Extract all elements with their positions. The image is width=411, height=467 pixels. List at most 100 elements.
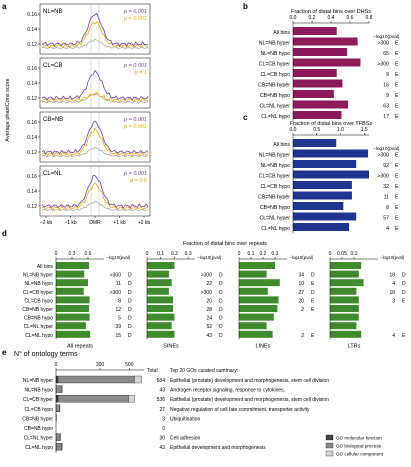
bar-pvalue: 24: [206, 316, 212, 322]
data-bar: [56, 279, 88, 287]
data-bar: [56, 262, 90, 269]
data-bar: [293, 90, 334, 98]
bar-category-label: CB=NB hyper: [22, 307, 53, 313]
bar-pvalue: >300: [377, 153, 389, 159]
ytick-label: 0.12: [27, 150, 37, 156]
xtick-label: −1 kb: [64, 220, 77, 226]
xtick-label: 0: [238, 251, 241, 257]
bar-direction: E: [311, 307, 315, 313]
stacked-bar-segment: [55, 433, 61, 441]
bar-pvalue: 9: [386, 72, 389, 78]
total-value: 43: [159, 445, 165, 451]
data-bar: [147, 270, 169, 278]
panel-letter-e: e: [2, 348, 7, 357]
legend-label: GO molecular function: [336, 436, 382, 441]
bar-category-label: CL=NL hyper: [259, 104, 290, 110]
bar-direction: D: [219, 316, 223, 322]
bar-chart-title: Fraction of distal bins over repeats: [183, 241, 267, 247]
bar-category-label: NL=NB hyper: [259, 41, 291, 47]
data-bar: [330, 322, 357, 330]
profile-pvalue: p = 0.6: [129, 178, 148, 184]
legend-swatch: [325, 442, 334, 449]
bar-pvalue: >300: [201, 273, 212, 279]
bar-category-label: CB=NB hyper: [258, 195, 290, 201]
xtick-label: +2 kb: [138, 220, 151, 226]
stacked-bar-segment: [57, 375, 135, 384]
xtick-label: 0.2: [171, 251, 178, 257]
total-value: 3: [162, 416, 165, 422]
data-bar: [293, 37, 358, 46]
ytick-label: 0.12: [27, 96, 37, 102]
data-bar: [56, 330, 91, 338]
profile-curve-hypo: [41, 127, 149, 157]
xtick-label: DMR: [89, 220, 101, 226]
bar-direction: E: [395, 62, 399, 68]
data-bar: [293, 48, 348, 56]
bar-pvalue: 32: [383, 184, 389, 190]
repeat-panel-label: SINEs: [163, 343, 179, 349]
ontology-title: N° of ontology terms: [14, 350, 78, 358]
stacked-bar-segment: [57, 395, 129, 403]
bar-category-label: CL=CB hyper: [23, 397, 53, 403]
bar-category-label: NL=NB hypo: [25, 281, 54, 287]
profile-curve-all: [41, 38, 149, 50]
go-summary: Negative regulation of cell fate commitm…: [170, 407, 310, 413]
legend-label: GO biological process: [336, 444, 382, 449]
data-bar: [330, 270, 359, 278]
total-column-header: Total: [147, 368, 158, 374]
data-bar: [293, 202, 344, 210]
panel-letter-d: d: [2, 229, 7, 238]
pval-column-header: −log10(pval): [289, 255, 314, 260]
bar-direction: E: [395, 72, 399, 78]
profile-curve-hyper: [41, 175, 149, 209]
bar-pvalue: 92: [383, 163, 389, 169]
profile-pvalue: p = 0.001: [123, 171, 147, 177]
bar-direction: E: [395, 163, 399, 169]
bar-direction: D: [219, 307, 223, 313]
xtick-label: 0.1: [157, 251, 164, 257]
bar-pvalue: >300: [377, 62, 389, 68]
xtick-label: 0.1: [248, 251, 255, 257]
xtick-label: 0.2: [260, 251, 267, 257]
pval-column-header: −log10(pval): [197, 255, 222, 260]
pval-column-header: −log10(pval): [106, 255, 131, 260]
stacked-bar-segment: [55, 404, 60, 412]
bar-direction: E: [395, 51, 399, 57]
xtick-label: 0.5: [313, 127, 320, 133]
bar-direction: D: [128, 290, 132, 296]
data-bar: [293, 149, 369, 158]
bar-pvalue: 12: [115, 307, 121, 313]
summary-column-header: Top 20 GOs curated summary:: [170, 368, 238, 374]
bar-direction: E: [311, 298, 315, 304]
bar-category-label: CL=NL hypo: [25, 333, 53, 339]
xtick-label: 0.8: [366, 15, 373, 21]
ytick-label: 0.14: [27, 189, 37, 195]
data-bar: [147, 279, 172, 287]
bar-direction: E: [402, 333, 406, 339]
bar-category-label: CL=CB hypo: [25, 298, 54, 304]
xtick-label: 500: [125, 362, 134, 368]
bar-pvalue: >300: [377, 41, 389, 47]
data-bar: [56, 313, 90, 321]
bar-category-label: CL=CB hyper: [23, 290, 53, 296]
profile-curve-hypo: [41, 182, 149, 212]
bar-direction: E: [395, 104, 399, 110]
profile-pvalue: p = 0.001: [123, 124, 147, 130]
xtick-label: +1 kb: [113, 220, 126, 226]
data-bar: [239, 330, 273, 338]
bar-category-label: NL=NB hyper: [23, 273, 53, 279]
repeat-panel-label: LTRs: [348, 343, 361, 349]
total-value: 0: [162, 426, 165, 432]
bar-pvalue: 3: [392, 298, 395, 304]
xtick-label: 0: [55, 362, 58, 368]
bar-direction: D: [219, 281, 223, 287]
bar-pvalue: 17: [383, 114, 389, 120]
bar-category-label: CB=NB hypo: [24, 426, 53, 432]
go-summary: Epithelial (prostate) development and mo…: [170, 378, 329, 384]
data-bar: [147, 296, 174, 304]
bar-direction: D: [219, 273, 223, 279]
bar-category-label: CB=NB hypo: [260, 93, 290, 99]
xtick-label: 0.0: [290, 127, 297, 133]
